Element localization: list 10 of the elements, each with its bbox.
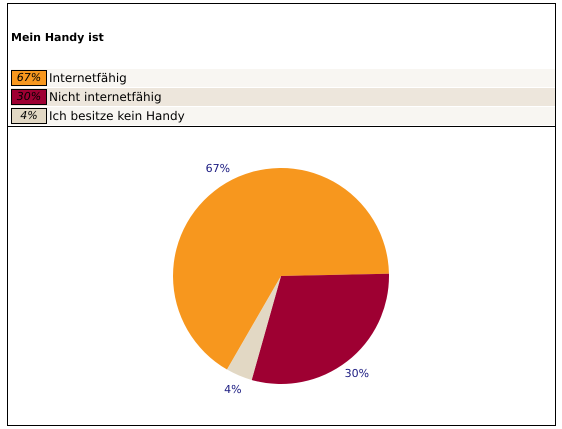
data-label: 4%	[224, 383, 242, 396]
legend-label: Nicht internetfähig	[49, 90, 162, 104]
legend-label: Ich besitze kein Handy	[49, 109, 185, 123]
legend-label: Internetfähig	[49, 71, 127, 85]
text: 30%	[16, 90, 42, 103]
text: 4%	[20, 109, 38, 122]
data-label: 67%	[206, 162, 230, 176]
data-label: 30%	[344, 366, 370, 380]
text: 67%	[16, 71, 42, 84]
chart-title: Mein Handy ist	[11, 31, 104, 44]
